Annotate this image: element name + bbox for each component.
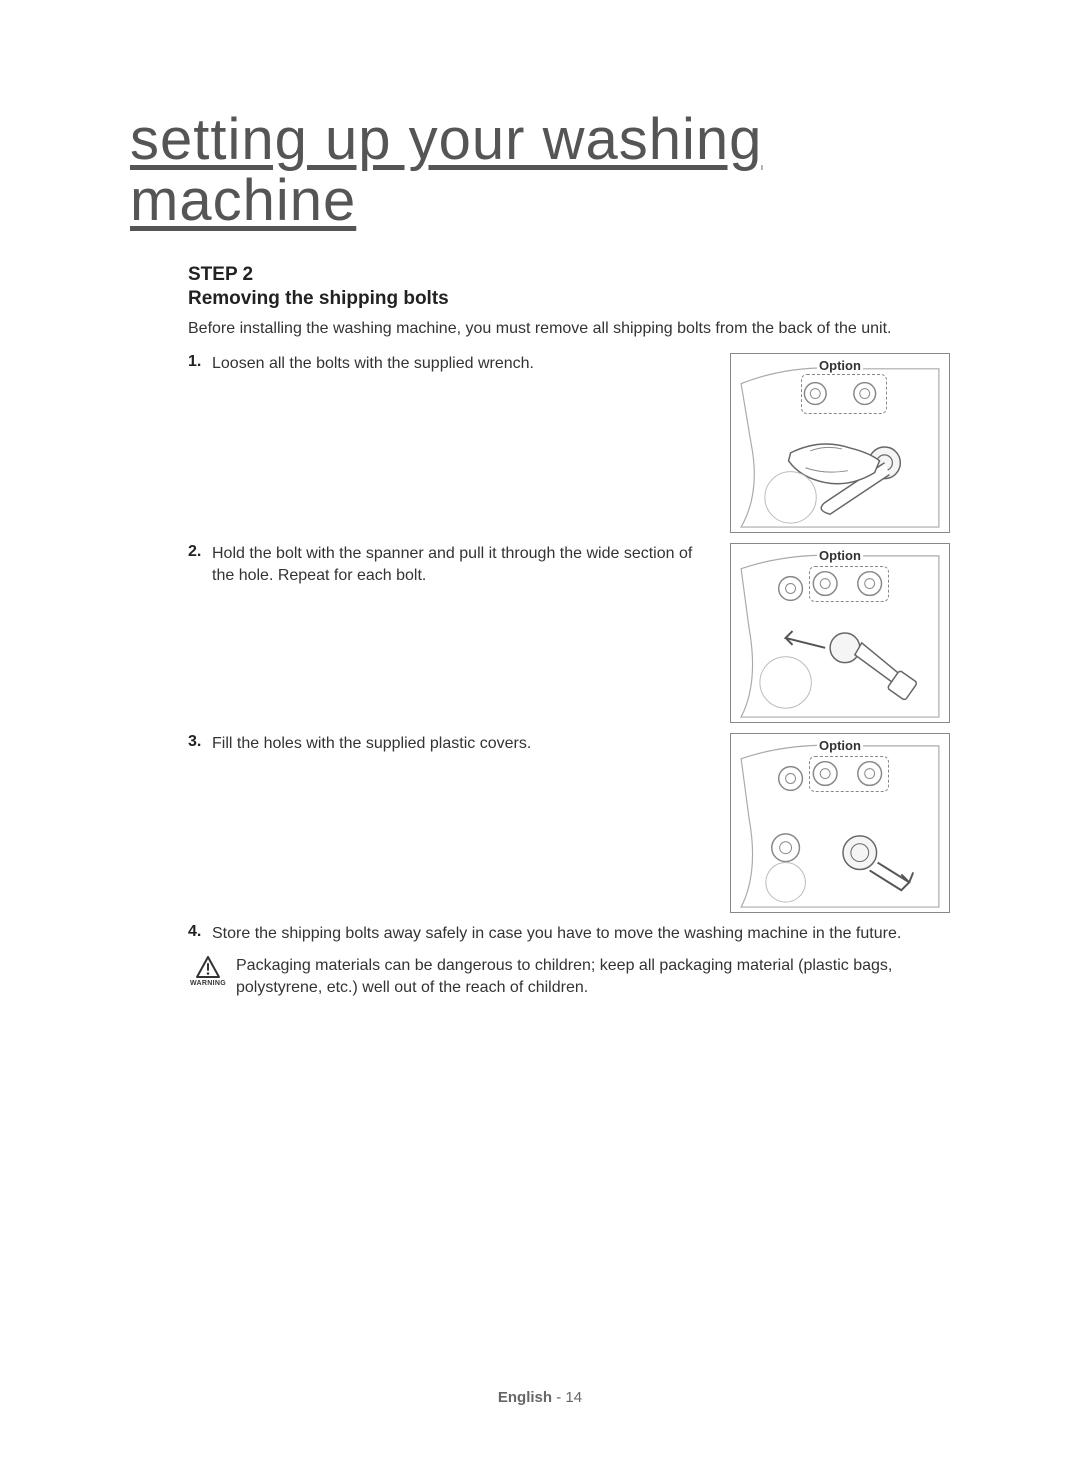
step-row: 2. Hold the bolt with the spanner and pu… xyxy=(188,543,950,723)
warning-caption: WARNING xyxy=(188,980,228,987)
footer-language: English xyxy=(498,1389,552,1406)
step-number: 3. xyxy=(188,733,212,755)
page-title: setting up your washing machine xyxy=(130,110,950,232)
step-row: 4. Store the shipping bolts away safely … xyxy=(188,923,950,945)
warning-triangle-icon xyxy=(195,955,221,979)
footer-separator: - xyxy=(552,1389,565,1406)
option-label: Option xyxy=(817,548,863,563)
option-box xyxy=(809,756,889,792)
step-text: Store the shipping bolts away safely in … xyxy=(212,923,901,945)
figure-pull-bolt: Option xyxy=(730,543,950,723)
step-text: Fill the holes with the supplied plastic… xyxy=(212,733,531,755)
step-text: Loosen all the bolts with the supplied w… xyxy=(212,353,534,375)
warning-block: WARNING Packaging materials can be dange… xyxy=(188,955,950,998)
step-label: STEP 2 xyxy=(188,264,950,286)
footer-page-number: 14 xyxy=(565,1389,582,1406)
step-number: 2. xyxy=(188,543,212,586)
subheading: Removing the shipping bolts xyxy=(188,288,950,310)
warning-text: Packaging materials can be dangerous to … xyxy=(236,955,950,998)
manual-page: setting up your washing machine STEP 2 R… xyxy=(0,0,1080,1461)
figure-plastic-covers: Option xyxy=(730,733,950,913)
warning-icon-column: WARNING xyxy=(188,955,228,987)
option-label: Option xyxy=(817,738,863,753)
page-footer: English - 14 xyxy=(0,1389,1080,1406)
content-block: STEP 2 Removing the shipping bolts Befor… xyxy=(130,264,950,998)
option-label: Option xyxy=(817,358,863,373)
option-box xyxy=(809,566,889,602)
figure-loosen-bolts: Option xyxy=(730,353,950,533)
intro-text: Before installing the washing machine, y… xyxy=(188,318,950,340)
option-box xyxy=(801,374,887,414)
step-number: 1. xyxy=(188,353,212,375)
step-number: 4. xyxy=(188,923,212,945)
step-row: 1. Loosen all the bolts with the supplie… xyxy=(188,353,950,533)
step-row: 3. Fill the holes with the supplied plas… xyxy=(188,733,950,913)
step-text: Hold the bolt with the spanner and pull … xyxy=(212,543,712,586)
